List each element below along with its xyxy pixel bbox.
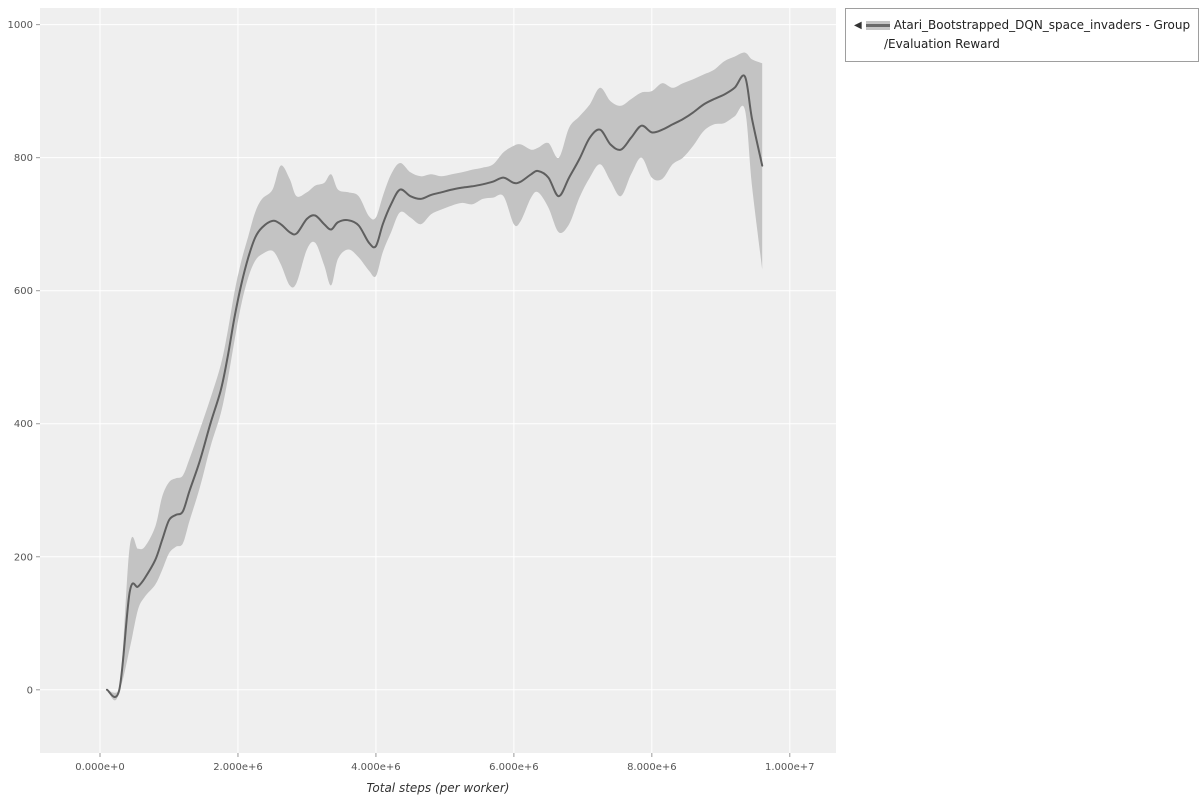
y-tick-label: 200: [14, 552, 33, 563]
legend[interactable]: ◀ Atari_Bootstrapped_DQN_space_invaders …: [845, 8, 1199, 63]
chart-area: 0.000e+0 2.000e+6 4.000e+6 6.000e+6 8.000e+6…: [8, 8, 836, 795]
legend-line-swatch-line: [865, 23, 890, 27]
x-tick-label: 2.000e+6: [213, 762, 263, 773]
y-tick-label: 400: [14, 419, 33, 430]
x-axis-title: Total steps (per worker): [366, 781, 510, 795]
x-tick-label: 1.000e+7: [765, 762, 815, 773]
legend-label-metric: /Evaluation Reward: [884, 36, 1000, 51]
legend-row: ◀ Atari_Bootstrapped_DQN_space_invaders …: [854, 16, 1190, 35]
mean-line: [105, 74, 764, 698]
y-tick-label: 800: [14, 153, 33, 164]
x-tick-label: 4.000e+6: [351, 762, 401, 773]
x-tick-label: 0.000e+0: [75, 762, 125, 773]
x-tick-label: 6.000e+6: [489, 762, 539, 773]
x-tick-label: 8.000e+6: [627, 762, 677, 773]
y-tick-label: 0: [27, 685, 33, 696]
chart-canvas: 0.000e+0 2.000e+6 4.000e+6 6.000e+6 8.000e+6…: [8, 8, 836, 773]
legend-label: Atari_Bootstrapped_DQN_space_invaders - …: [893, 18, 1190, 32]
y-tick-label: 600: [14, 286, 33, 297]
legend-line-swatch: [865, 20, 890, 30]
confidence-band: [106, 52, 763, 701]
y-tick-label: 1000: [8, 20, 33, 31]
legend-collapse-icon[interactable]: ◀: [854, 19, 862, 31]
plot-background: [40, 8, 836, 753]
